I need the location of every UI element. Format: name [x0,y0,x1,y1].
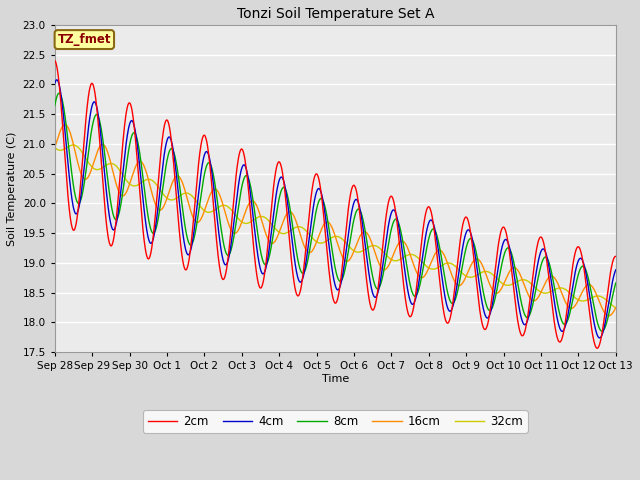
4cm [423,228,431,234]
32cm [51,144,59,150]
2cm [162,118,170,124]
32cm [496,279,504,285]
2cm [176,230,184,236]
Text: TZ_fmet: TZ_fmet [58,33,111,46]
2cm [612,253,620,259]
16cm [546,274,554,280]
2cm [545,276,553,282]
Line: 16cm: 16cm [55,125,616,316]
16cm [163,197,170,203]
8cm [546,261,554,267]
8cm [423,245,431,251]
32cm [546,289,554,295]
4cm [612,267,620,273]
2cm [51,58,59,63]
8cm [496,271,504,276]
8cm [598,328,606,334]
32cm [239,220,246,226]
X-axis label: Time: Time [322,374,349,384]
8cm [55,90,63,96]
16cm [496,288,504,294]
8cm [239,180,246,186]
Line: 8cm: 8cm [55,93,616,331]
8cm [51,103,59,108]
16cm [605,313,612,319]
8cm [176,185,184,191]
4cm [176,205,184,211]
16cm [239,216,246,222]
16cm [612,305,620,311]
16cm [423,270,431,276]
4cm [53,77,61,83]
32cm [423,264,431,269]
16cm [176,175,184,180]
4cm [496,254,504,260]
Line: 4cm: 4cm [55,80,616,338]
4cm [51,81,59,86]
32cm [176,193,184,199]
16cm [61,122,68,128]
16cm [51,144,59,150]
4cm [239,163,246,169]
Line: 32cm: 32cm [55,145,616,308]
2cm [239,146,246,152]
2cm [496,235,504,240]
Legend: 2cm, 4cm, 8cm, 16cm, 32cm: 2cm, 4cm, 8cm, 16cm, 32cm [143,410,527,432]
4cm [546,267,554,273]
8cm [612,280,620,286]
Line: 2cm: 2cm [55,60,616,348]
32cm [612,305,620,311]
Title: Tonzi Soil Temperature Set A: Tonzi Soil Temperature Set A [237,7,434,21]
4cm [596,335,604,341]
Y-axis label: Soil Temperature (C): Soil Temperature (C) [7,131,17,246]
2cm [422,208,430,214]
32cm [163,194,170,200]
32cm [69,142,77,148]
2cm [593,346,601,351]
8cm [163,161,170,167]
4cm [163,140,170,146]
